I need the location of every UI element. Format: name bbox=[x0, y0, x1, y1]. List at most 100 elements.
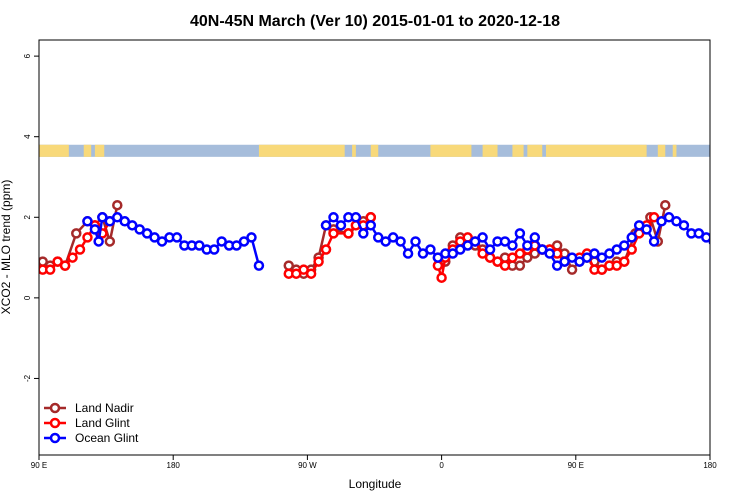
data-point bbox=[74, 244, 86, 255]
legend-label: Land Nadir bbox=[75, 401, 134, 415]
data-point bbox=[648, 212, 660, 223]
land-band-segment bbox=[672, 144, 677, 157]
y-tick-label: 2 bbox=[23, 215, 32, 220]
data-point bbox=[380, 236, 391, 247]
data-point bbox=[522, 240, 533, 251]
data-point bbox=[619, 256, 630, 267]
data-point bbox=[365, 212, 377, 223]
data-point bbox=[619, 240, 630, 251]
data-point bbox=[574, 256, 585, 267]
data-point bbox=[417, 248, 429, 259]
data-point bbox=[119, 216, 130, 227]
legend-item: Ocean Glint bbox=[44, 431, 139, 445]
axes: 90 E 180 90 W 0 90 E 180 -2 0 2 4 6 bbox=[23, 53, 717, 470]
data-point bbox=[112, 212, 123, 223]
data-point bbox=[335, 220, 347, 231]
data-point bbox=[641, 224, 652, 235]
data-point bbox=[507, 252, 518, 263]
data-point bbox=[358, 228, 369, 239]
data-point bbox=[566, 264, 578, 275]
data-point bbox=[59, 260, 71, 271]
data-point bbox=[372, 232, 384, 243]
land-band-segment bbox=[370, 144, 379, 157]
data-point bbox=[514, 228, 526, 239]
data-point bbox=[231, 240, 242, 251]
land-band-segment bbox=[94, 144, 105, 157]
data-point bbox=[313, 256, 324, 267]
data-point bbox=[648, 236, 660, 247]
data-point bbox=[365, 220, 377, 231]
plot-frame bbox=[38, 39, 711, 456]
data-point bbox=[82, 232, 93, 243]
data-point bbox=[436, 272, 447, 283]
data-point bbox=[477, 248, 488, 259]
data-point bbox=[566, 252, 578, 263]
data-point bbox=[194, 240, 205, 251]
data-point bbox=[171, 232, 183, 243]
data-point bbox=[611, 260, 623, 271]
land-band-segment bbox=[39, 144, 69, 157]
data-point bbox=[156, 236, 168, 247]
land-band-segment bbox=[657, 144, 666, 157]
land-band-segment bbox=[482, 144, 498, 157]
land-band-segment bbox=[527, 144, 543, 157]
data-point bbox=[104, 216, 116, 227]
data-point bbox=[660, 199, 671, 211]
data-point bbox=[343, 228, 354, 239]
land-band-segment bbox=[352, 144, 356, 157]
y-axis-label: XCO2 - MLO trend (ppm) bbox=[0, 180, 13, 315]
data-point bbox=[71, 228, 82, 239]
x-axis-label: Longitude bbox=[349, 477, 402, 491]
data-point bbox=[514, 260, 526, 271]
land-band-segment bbox=[512, 144, 524, 157]
data-point bbox=[596, 252, 608, 263]
data-point bbox=[216, 236, 227, 247]
legend-swatch-marker bbox=[49, 432, 61, 444]
data-point bbox=[633, 220, 645, 231]
land-band-segment bbox=[430, 144, 472, 157]
data-point bbox=[290, 268, 302, 279]
x-tick-label: 90 E bbox=[31, 461, 47, 470]
data-point bbox=[678, 220, 690, 231]
legend-label: Ocean Glint bbox=[75, 431, 139, 445]
data-point bbox=[387, 232, 399, 243]
legend-swatch-marker bbox=[49, 417, 61, 429]
legend-label: Land Glint bbox=[75, 416, 130, 430]
data-point bbox=[44, 264, 56, 275]
data-point bbox=[551, 260, 563, 271]
y-tick-label: 0 bbox=[23, 295, 32, 300]
data-point bbox=[246, 232, 257, 243]
land-mask-band bbox=[39, 144, 710, 157]
chart-title: 40N-45N March (Ver 10) 2015-01-01 to 202… bbox=[190, 13, 560, 30]
data-point bbox=[484, 244, 496, 255]
data-point bbox=[626, 232, 637, 243]
data-point bbox=[529, 232, 541, 243]
legend-item: Land Nadir bbox=[44, 401, 134, 415]
y-tick-label: -2 bbox=[23, 374, 32, 382]
data-point bbox=[581, 252, 593, 263]
data-point bbox=[320, 244, 332, 255]
data-point bbox=[596, 264, 608, 275]
data-point bbox=[52, 256, 63, 267]
data-point bbox=[134, 224, 145, 235]
data-point bbox=[208, 244, 220, 255]
y-tick-label: 4 bbox=[23, 134, 32, 139]
data-point bbox=[663, 212, 675, 223]
data-point bbox=[671, 216, 682, 227]
data-point bbox=[477, 232, 488, 243]
data-point bbox=[410, 236, 421, 247]
data-point bbox=[717, 233, 725, 241]
data-point bbox=[454, 244, 466, 255]
data-point bbox=[544, 248, 555, 259]
land-band-segment bbox=[83, 144, 92, 157]
data-point bbox=[492, 256, 503, 267]
data-point bbox=[425, 244, 436, 255]
data-point bbox=[126, 220, 138, 231]
data-point bbox=[149, 232, 160, 243]
x-tick-label: 90 E bbox=[568, 461, 584, 470]
land-band-segment bbox=[545, 144, 647, 157]
data-point bbox=[97, 212, 108, 223]
data-point bbox=[395, 236, 406, 247]
